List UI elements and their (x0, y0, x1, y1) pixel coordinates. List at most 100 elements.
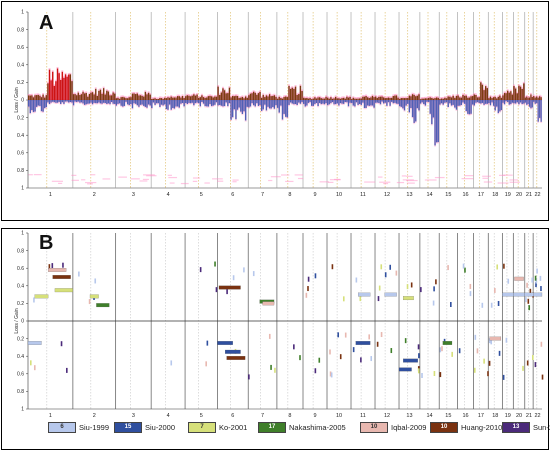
segment-bar (524, 292, 534, 297)
gain-bar (531, 97, 533, 100)
gain-bar (152, 98, 155, 100)
gain-bar (260, 97, 263, 100)
loss-bar (373, 100, 375, 108)
legend-item: 6 Siu-1999 (48, 421, 109, 433)
loss-bar (387, 100, 390, 103)
segment-mark (33, 297, 35, 303)
segment-mark (535, 282, 537, 288)
gain-bar (278, 96, 280, 100)
segment-mark (433, 370, 436, 376)
loss-bar (32, 100, 35, 113)
segment-bar (403, 296, 414, 301)
segment-mark (481, 302, 484, 308)
segment-bar (403, 358, 418, 363)
loss-bar (154, 100, 156, 105)
loss-bar (320, 100, 322, 105)
segment-mark (433, 286, 435, 292)
chart-panel-a: 1 0.8 0.6 0.4 0.2 0 0.2 0.4 0.6 0.8 1 Loss / Gain 1 2… (1, 1, 549, 221)
gain-bar (534, 97, 536, 100)
segment-mark (344, 332, 347, 338)
gain-bar (257, 93, 260, 100)
gain-bar (516, 93, 518, 100)
gain-bar (243, 98, 245, 100)
loss-bar (386, 100, 388, 106)
loss-bar (327, 100, 329, 106)
gain-bar (233, 96, 236, 100)
loss-bar (516, 100, 518, 103)
legend-label: Huang-2010 (461, 422, 503, 432)
loss-bar (168, 100, 171, 105)
gain-bar (222, 88, 224, 100)
legend-item: 17 Nakashima-2005 (258, 421, 346, 433)
gain-halo-bar (157, 97, 160, 100)
loss-bar (45, 100, 47, 108)
noise-mark (169, 182, 175, 184)
gain-bar (519, 86, 522, 100)
loss-bar (146, 100, 148, 108)
gain-bar (357, 98, 359, 100)
loss-bar (77, 100, 79, 102)
loss-bar (521, 100, 523, 105)
loss-bar (360, 100, 362, 105)
loss-bar (28, 100, 30, 107)
segment-mark (525, 297, 527, 303)
segment-mark (490, 302, 493, 308)
loss-bar (344, 100, 346, 103)
gain-bar (455, 95, 458, 100)
noise-mark (383, 182, 389, 185)
loss-bar (478, 100, 480, 103)
gain-bar (50, 80, 52, 100)
loss-bar (399, 100, 401, 107)
loss-bar (363, 100, 366, 109)
gain-bar (497, 96, 499, 100)
loss-bar (252, 100, 255, 106)
chromosome-label: 6 (231, 413, 234, 419)
gain-bar (415, 96, 417, 100)
loss-bar (259, 100, 261, 106)
loss-bar (480, 100, 482, 104)
gain-bar (314, 97, 316, 100)
gain-bar (219, 95, 221, 100)
y-tick-label: 1 (21, 407, 24, 413)
chromosome-label: 21 (526, 192, 532, 198)
y-tick-label: 0.4 (17, 133, 24, 139)
segment-mark (540, 286, 542, 292)
gain-bar (447, 96, 449, 100)
loss-bar (407, 100, 409, 104)
loss-bar (225, 100, 227, 103)
segment-mark (395, 270, 398, 276)
loss-bar (227, 100, 229, 107)
loss-bar (60, 100, 62, 104)
loss-bar (511, 100, 514, 103)
segment-bar (502, 292, 514, 297)
legend-label: Ko-2001 (219, 422, 248, 432)
gain-bar (175, 97, 177, 100)
segment-bar (358, 292, 371, 297)
loss-bar (312, 100, 314, 106)
loss-bar (152, 100, 155, 103)
loss-bar (37, 100, 39, 106)
gain-bar (459, 97, 461, 100)
segment-mark (490, 339, 493, 345)
segment-mark (342, 296, 345, 302)
gain-halo-bar (344, 97, 347, 100)
loss-bar (452, 100, 454, 105)
gain-bar (499, 95, 501, 100)
gain-bar (359, 98, 361, 100)
gain-halo-bar (118, 97, 121, 100)
gain-bar (526, 96, 528, 100)
segment-mark (435, 279, 437, 285)
gain-bar (536, 96, 538, 100)
loss-bar (508, 100, 510, 105)
segment-mark (410, 282, 413, 288)
chromosome-label: 16 (462, 413, 468, 419)
loss-bar (248, 100, 250, 108)
loss-bar (172, 100, 174, 108)
loss-bar (432, 100, 435, 118)
loss-bar (201, 100, 203, 103)
loss-bar (115, 100, 118, 106)
gain-bar (42, 94, 44, 100)
loss-bar (222, 100, 224, 107)
chromosome-label: 14 (426, 413, 432, 419)
gain-bar (141, 95, 143, 100)
